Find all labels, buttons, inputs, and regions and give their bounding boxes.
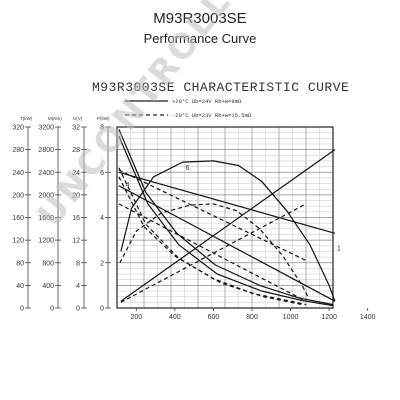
axis-tick-label: 20 [72, 192, 80, 199]
axis-tick-label: 200 [12, 192, 24, 199]
annotation-label: 4 [126, 182, 130, 189]
axis-label-2: U(V) [73, 116, 83, 121]
series-line-12 [118, 203, 307, 302]
legend-dashed-text: -20°C Ub=23V Rb+w=15.5mΩ [172, 112, 252, 119]
page-subtitle: Performance Curve [143, 31, 257, 46]
axis-tick-label: 800 [42, 260, 54, 267]
axis-tick-label: 40 [16, 283, 24, 290]
axis-tick-label: 4 [100, 215, 104, 222]
axis-tick-label: 2400 [38, 170, 54, 177]
axis-tick-label: 0 [50, 306, 54, 313]
series-layer [118, 129, 336, 307]
axis-tick-label: 16 [72, 215, 80, 222]
series-line-4 [118, 135, 334, 307]
x-tick-label: 400 [169, 314, 181, 321]
axis-tick-label: 120 [12, 238, 24, 245]
axis-tick-label: 1200 [38, 238, 54, 245]
series-line-9 [119, 203, 309, 297]
axis-tick-label: 6 [100, 170, 104, 177]
axis-label-1: M(Nm) [48, 116, 62, 121]
series-line-11 [118, 176, 307, 306]
x-tick-label: 1200 [321, 314, 337, 321]
axis-tick-label: 2000 [38, 192, 54, 199]
axis-tick-label: 0 [76, 306, 80, 313]
axis-tick-label: 1600 [38, 215, 54, 222]
x-tick-label: 200 [130, 314, 142, 321]
series-line-3 [120, 160, 336, 302]
axis-tick-label: 28 [72, 147, 80, 154]
axis-tick-label: 0 [100, 306, 104, 313]
axis-tick-label: 24 [72, 170, 80, 177]
x-tick-label: 1400 [360, 314, 376, 321]
axis-tick-label: 320 [12, 125, 24, 132]
axis-tick-label: 32 [72, 125, 80, 132]
axis-tick-label: 8 [76, 260, 80, 267]
axis-tick-label: 400 [42, 283, 54, 290]
x-tick-label: 600 [208, 314, 220, 321]
legend-solid-text: +20°C Ub=24V Rb+w=8mΩ [172, 98, 242, 105]
axis-tick-label: 2 [100, 260, 104, 267]
axis-tick-label: 160 [12, 215, 24, 222]
plot-frame [116, 126, 334, 309]
axis-label-0: T(kW) [20, 116, 33, 121]
x-axis: 200 400 600 800 1000 1200 1400 [130, 308, 376, 321]
axis-tick-label: 280 [12, 147, 24, 154]
legend: +20°C Ub=24V Rb+w=8mΩ -20°C Ub=23V Rb+w=… [125, 98, 252, 119]
axis-label-3: P(kW) [97, 116, 110, 121]
series-line-5 [118, 129, 334, 306]
x-tick-label: 800 [246, 314, 258, 321]
page-title: M93R3003SE [153, 10, 247, 27]
annotation-label: 1 [337, 245, 341, 252]
annotations: 6 1 4 [126, 165, 341, 252]
axis-tick-label: 0 [20, 306, 24, 313]
chart-title: M93R3003SE CHARACTERISTIC CURVE [92, 80, 349, 95]
series-line-2 [118, 171, 336, 234]
series-line-10 [118, 167, 303, 306]
series-line-1 [120, 149, 336, 302]
axis-tick-label: 8 [100, 125, 104, 132]
axis-tick-label: 4 [76, 283, 80, 290]
series-line-6 [118, 185, 336, 302]
axis-tick-label: 12 [72, 238, 80, 245]
axis-tick-label: 80 [16, 260, 24, 267]
left-axes: T(kW)04080120160200240280320M(Nm)0400800… [12, 116, 111, 313]
axis-tick-label: 3200 [38, 125, 54, 132]
axis-tick-label: 2800 [38, 147, 54, 154]
annotation-label: 6 [185, 165, 189, 172]
x-tick-label: 1000 [283, 314, 299, 321]
axis-tick-label: 240 [12, 170, 24, 177]
